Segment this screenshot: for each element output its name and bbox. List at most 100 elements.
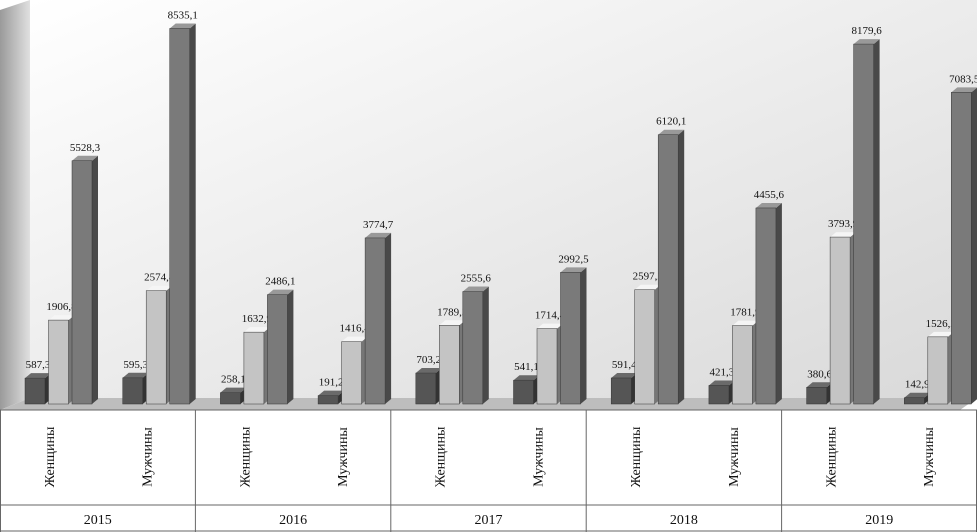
- value-label: 380,6: [807, 368, 832, 380]
- bar: [169, 28, 190, 405]
- x-tick-label: Мужчины: [727, 427, 742, 487]
- bar: [439, 325, 460, 405]
- bar-side: [971, 87, 977, 404]
- value-label: 1714,4: [535, 310, 566, 322]
- bar-top: [169, 23, 196, 29]
- value-label: 1781,9: [730, 307, 761, 319]
- bar: [904, 397, 925, 405]
- x-tick-label: Мужчины: [922, 427, 937, 487]
- bar: [732, 325, 753, 405]
- bar: [317, 395, 339, 405]
- bar: [536, 328, 558, 405]
- bar-top: [462, 286, 489, 292]
- bar: [462, 291, 484, 405]
- bar-top: [415, 368, 442, 374]
- bar-top: [243, 327, 270, 333]
- group-label: 2016: [279, 513, 307, 528]
- x-tick-label: Женщины: [43, 426, 58, 487]
- value-label: 8535,1: [168, 9, 198, 21]
- bar-top: [658, 129, 685, 135]
- bar-top: [830, 232, 857, 238]
- bar-top: [904, 392, 931, 398]
- bar: [829, 236, 851, 405]
- bar-top: [806, 382, 833, 388]
- bar-top: [220, 387, 247, 393]
- value-label: 587,3: [26, 359, 51, 371]
- bar-top: [513, 375, 540, 381]
- value-label: 2992,5: [558, 253, 589, 265]
- bar: [71, 160, 93, 405]
- value-label: 1526,2: [926, 318, 956, 330]
- value-label: 3774,7: [363, 219, 394, 231]
- bar-side: [873, 39, 880, 405]
- value-label: 2574,8: [144, 272, 175, 284]
- bar: [755, 207, 777, 405]
- value-label: 595,3: [123, 359, 148, 371]
- bar-side: [92, 155, 98, 404]
- value-label: 2555,6: [461, 273, 492, 285]
- bar-top: [634, 284, 661, 290]
- bar-top: [732, 320, 759, 326]
- bar-top: [708, 380, 735, 386]
- axis-table: [0, 409, 977, 532]
- bar: [122, 377, 143, 405]
- bar: [513, 379, 534, 405]
- x-tick-label: Мужчины: [141, 427, 156, 487]
- bar: [364, 237, 386, 405]
- value-label: 1416,4: [339, 323, 370, 335]
- bar-top: [267, 289, 294, 295]
- bar: [243, 331, 265, 405]
- bar: [610, 377, 632, 405]
- bar-side: [775, 202, 782, 404]
- bar-side: [287, 289, 294, 404]
- bar-top: [560, 267, 587, 273]
- bar-top: [755, 202, 782, 208]
- group-label: 2015: [84, 513, 112, 528]
- bar-top: [853, 39, 880, 45]
- bar: [634, 289, 655, 405]
- bar: [927, 336, 949, 405]
- bar: [951, 92, 972, 405]
- value-label: 2597,2: [633, 271, 663, 283]
- bar-side: [678, 129, 685, 404]
- bar-top: [951, 87, 977, 93]
- bar-top: [318, 390, 345, 396]
- bar-top: [122, 372, 149, 378]
- bar: [560, 272, 581, 405]
- bar-top: [611, 372, 638, 378]
- x-tick-label: Женщины: [238, 426, 253, 487]
- value-label: 5528,3: [70, 142, 101, 154]
- bar: [657, 134, 679, 405]
- value-label: 1906,8: [46, 301, 77, 313]
- value-label: 591,4: [612, 359, 637, 371]
- bar-top: [341, 336, 368, 342]
- group-label: 2017: [475, 513, 503, 528]
- bar: [48, 319, 69, 405]
- value-label: 4455,6: [754, 189, 785, 201]
- group-label: 2018: [670, 513, 698, 528]
- value-label: 1789,3: [437, 306, 468, 318]
- bar-top: [25, 373, 51, 379]
- bar: [220, 392, 241, 405]
- value-label: 6120,1: [656, 116, 686, 128]
- value-label: 3793,9: [828, 218, 859, 230]
- bar-side: [189, 23, 196, 405]
- side-wall: [0, 0, 30, 410]
- bar-top: [365, 232, 392, 238]
- value-label: 142,9: [905, 379, 930, 391]
- x-tick-label: Женщины: [824, 426, 839, 487]
- bar-top: [72, 155, 98, 161]
- bar-top: [439, 320, 466, 326]
- value-label: 258,1: [221, 374, 246, 386]
- bar: [145, 290, 167, 405]
- x-tick-label: Женщины: [434, 426, 449, 487]
- group-label: 2019: [865, 513, 893, 528]
- value-label: 191,2: [319, 377, 344, 389]
- bar-top: [146, 285, 173, 291]
- bar-top: [48, 315, 75, 321]
- value-label: 541,1: [514, 361, 539, 373]
- bar: [806, 387, 827, 405]
- x-tick-label: Мужчины: [336, 427, 351, 487]
- value-label: 7083,5: [949, 73, 977, 85]
